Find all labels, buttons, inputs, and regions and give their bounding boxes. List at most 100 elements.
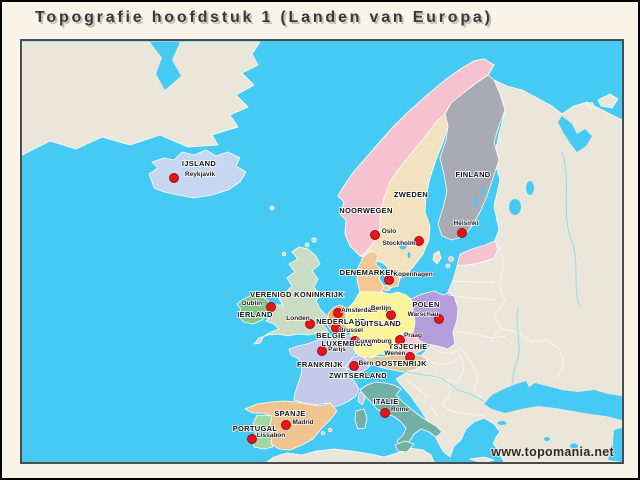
country-shape-ierland xyxy=(236,294,273,325)
lake-tuz xyxy=(544,437,550,441)
country-label-luxemburg: LUXEMBURG xyxy=(321,339,372,348)
black-sea xyxy=(484,381,622,420)
country-label-spanje: SPANJE xyxy=(274,409,305,418)
country-shape-noorwegen xyxy=(337,58,495,257)
lake-van xyxy=(570,443,578,449)
country-shape-finland xyxy=(437,74,506,241)
country-label-polen: POLEN xyxy=(412,300,439,309)
capital-dot-praag xyxy=(395,335,405,345)
landmass-greenland xyxy=(22,41,261,156)
capital-label-oslo: Oslo xyxy=(382,228,396,235)
island-faroe xyxy=(269,205,275,211)
rivers xyxy=(351,151,581,402)
country-shape-portugal xyxy=(252,414,274,450)
landmass-north-africa xyxy=(266,447,435,462)
lake-finland-1 xyxy=(473,198,477,206)
capital-dots xyxy=(169,173,467,444)
capital-label-praag: Praag xyxy=(404,332,422,339)
capital-dot-luxemburg xyxy=(350,336,360,346)
europe-map: IJSLAND NOORWEGEN ZWEDEN FINLAND DENEMAR… xyxy=(20,39,624,464)
capital-label-kopenhagen: Kopenhagen xyxy=(393,271,432,278)
capital-dot-bern xyxy=(349,361,359,371)
aegean-sea xyxy=(464,421,497,451)
country-labels: IJSLAND NOORWEGEN ZWEDEN FINLAND DENEMAR… xyxy=(181,158,491,434)
capital-dot-dublin xyxy=(266,302,276,312)
capital-dot-parijs xyxy=(317,346,327,356)
island-balearic xyxy=(327,427,333,433)
capital-label-londen: Londen xyxy=(286,315,309,322)
country-label-finland: FINLAND xyxy=(455,170,490,179)
country-label-belgie: BELGIE xyxy=(316,331,346,340)
seas-and-lakes xyxy=(150,42,622,462)
island-arctic-small xyxy=(588,102,594,108)
island-gotland xyxy=(432,250,442,265)
country-label-noorwegen: NOORWEGEN xyxy=(339,206,392,215)
capital-label-wenen: Wenen xyxy=(384,350,405,357)
country-label-zweden: ZWEDEN xyxy=(394,190,428,199)
river-danube xyxy=(398,368,484,402)
island-shetland xyxy=(311,237,317,243)
islands-arctic xyxy=(597,93,619,109)
capital-dot-helsinki xyxy=(457,228,467,238)
capital-dot-berlijn xyxy=(386,310,396,320)
country-shape-ijsland xyxy=(148,149,247,199)
country-label-denemarken: DENEMARKEN xyxy=(340,268,397,277)
white-sea xyxy=(558,116,592,152)
capital-label-warschau: Warschau xyxy=(408,311,439,318)
river-dvina xyxy=(561,151,581,308)
country-label-portugal: PORTUGAL xyxy=(233,424,278,433)
country-label-tsjechie: TSJECHIE xyxy=(388,342,427,351)
capital-dot-warschau xyxy=(434,314,444,324)
country-label-zwitserland: ZWITSERLAND xyxy=(329,371,387,380)
island-sardinie xyxy=(354,408,368,430)
capital-dot-amsterdam xyxy=(333,308,343,318)
capital-label-berlijn: Berlijn xyxy=(371,305,391,312)
capital-label-brussel: Brussel xyxy=(339,327,363,334)
country-label-italie: ITALIE xyxy=(374,397,399,406)
country-label-frankrijk: FRANKRIJK xyxy=(297,360,343,369)
capital-label-rome: Rome xyxy=(391,406,409,413)
watermark-link[interactable]: www.topomania.net xyxy=(489,444,615,460)
island-sicilie xyxy=(394,440,415,453)
sea-greenland-fjord xyxy=(150,42,181,90)
capital-label-stockholm: Stockholm xyxy=(382,240,415,247)
capital-label-parijs: Parijs xyxy=(328,346,346,353)
capital-dot-stockholm xyxy=(414,236,424,246)
capital-label-luxemburg: Luxemburg xyxy=(356,338,391,345)
capital-dot-wenen xyxy=(405,352,415,362)
capital-dot-oslo xyxy=(370,230,380,240)
page-title: Topografie hoofdstuk 1 (Landen van Europ… xyxy=(35,9,493,26)
country-label-verenigd-koninkrijk: VERENIGD KONINKRIJK xyxy=(250,290,344,299)
country-label-ierland: IERLAND xyxy=(237,310,273,319)
capital-dot-rome xyxy=(380,408,390,418)
lake-finland-2 xyxy=(481,189,485,195)
country-label-ijsland: IJSLAND xyxy=(182,159,216,168)
capital-dot-reykjavik xyxy=(169,173,179,183)
river-rhine xyxy=(351,331,356,361)
lake-vanern xyxy=(399,244,407,250)
lake-ladoga xyxy=(509,199,521,215)
caspian-sea-edge xyxy=(608,428,622,462)
lake-vattern xyxy=(407,252,411,258)
country-shape-estonia xyxy=(445,240,499,269)
capital-dot-londen xyxy=(305,319,315,329)
river-dnieper xyxy=(509,307,520,391)
lake-onega xyxy=(526,181,534,195)
capital-label-bern: Bern xyxy=(359,360,374,367)
capital-label-lissabon: Lissabon xyxy=(257,432,286,439)
country-label-duitsland: DUITSLAND xyxy=(355,319,401,328)
capital-dot-madrid xyxy=(281,420,291,430)
island-crete xyxy=(469,456,495,462)
island-orkney xyxy=(304,242,310,248)
unlabeled-landmass xyxy=(22,41,622,462)
capital-label-reykjavik: Reykjavik xyxy=(185,171,215,178)
country-label-oostenrijk: OOSTENRIJK xyxy=(375,359,427,368)
capital-labels: Reykjavik Oslo Stockholm Helsinki Kopenh… xyxy=(184,170,479,439)
island-balearic xyxy=(321,431,325,435)
island-hebrides xyxy=(281,251,287,257)
capital-label-amsterdam: Amsterdam xyxy=(341,307,377,314)
sea-of-marmara xyxy=(497,421,507,425)
capital-dot-lissabon xyxy=(247,434,257,444)
capital-label-dublin: Dublin xyxy=(242,300,262,307)
